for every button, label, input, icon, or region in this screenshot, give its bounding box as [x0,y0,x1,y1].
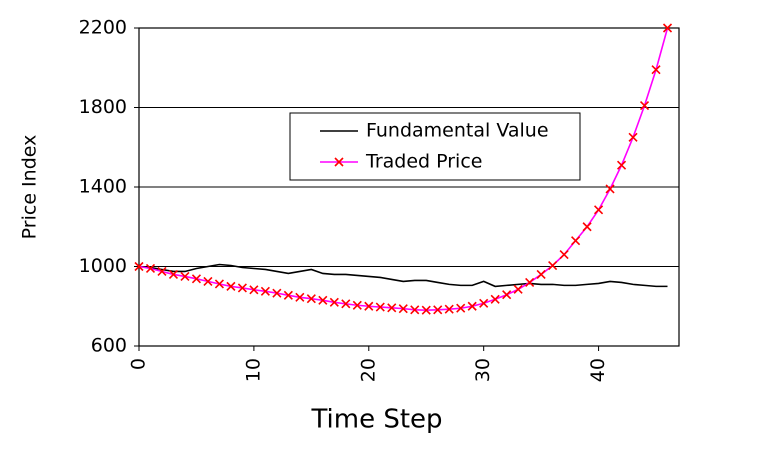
x-marker [318,295,328,305]
y-tick-label: 1400 [79,176,127,198]
x-tick-label: 30 [472,358,494,382]
x-marker [203,276,213,286]
x-marker [548,260,558,271]
legend-box [289,112,581,181]
x-marker [329,297,339,307]
x-marker [582,222,592,232]
y-axis-label: Price Index [19,135,41,240]
x-marker [283,290,293,300]
legend-label: Traded Price [365,151,482,173]
x-marker [398,304,408,314]
x-marker [364,301,374,311]
x-marker [467,301,477,311]
x-tick-label: 20 [357,358,379,382]
x-marker [639,100,650,111]
x-marker [502,290,512,300]
x-marker [421,305,431,315]
x-marker [387,303,397,313]
x-marker [479,298,489,308]
x-tick-label: 0 [128,358,150,370]
y-tick-label: 2200 [79,17,127,39]
x-tick-label: 10 [242,358,264,382]
legend-marker [334,157,344,167]
x-marker [456,303,466,313]
x-marker [157,266,167,277]
x-marker [433,305,443,315]
x-marker [605,184,615,194]
x-marker [444,304,454,314]
x-marker [134,261,144,272]
x-marker [662,23,673,33]
x-marker [180,271,190,282]
x-marker [513,284,523,294]
x-marker [352,300,362,310]
x-tick-label: 40 [587,358,609,382]
x-marker [214,279,224,289]
x-marker [559,250,569,260]
plot-frame [138,27,680,347]
x-marker [490,294,500,304]
x-marker [375,302,385,312]
y-tick-label: 1000 [79,255,127,277]
x-marker [341,299,351,309]
x-marker [249,285,259,295]
x-axis-label: Time Step [310,405,442,435]
x-marker [628,132,638,142]
x-marker [295,292,305,302]
x-marker [410,305,420,315]
x-marker [616,160,627,170]
x-marker [260,286,270,296]
y-tick-label: 1800 [79,96,127,118]
x-marker [306,294,316,304]
x-marker [226,281,236,291]
legend-label: Fundamental Value [366,120,549,142]
x-marker [525,277,535,287]
y-tick-label: 600 [91,335,127,357]
x-marker [594,205,604,215]
x-marker [272,288,282,298]
series-line [138,263,668,288]
x-marker [237,283,247,293]
x-marker [536,269,546,280]
x-marker [168,269,179,280]
x-marker [651,65,661,75]
x-marker [191,274,202,284]
x-marker [571,236,581,246]
x-marker [145,263,156,274]
